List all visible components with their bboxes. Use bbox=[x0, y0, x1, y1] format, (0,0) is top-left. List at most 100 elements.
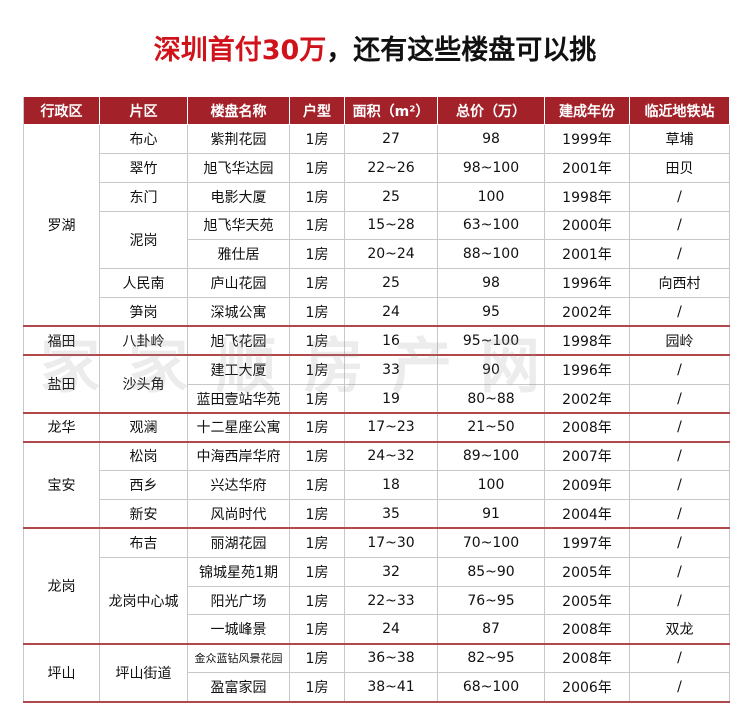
total-price: 95 bbox=[438, 298, 545, 327]
build-year: 1996年 bbox=[545, 355, 630, 385]
unit-type: 1房 bbox=[290, 355, 345, 385]
total-price: 100 bbox=[438, 471, 545, 501]
build-year: 2005年 bbox=[545, 557, 630, 587]
build-year: 2008年 bbox=[545, 644, 630, 674]
unit-type: 1房 bbox=[290, 182, 345, 212]
floor-area: 24 bbox=[345, 615, 438, 645]
district-name: 盐田 bbox=[23, 355, 100, 414]
unit-type: 1房 bbox=[290, 557, 345, 587]
floor-area: 33 bbox=[345, 355, 438, 385]
build-year: 2001年 bbox=[545, 240, 630, 270]
metro-station: 双龙 bbox=[630, 615, 730, 645]
district-separator bbox=[23, 325, 730, 328]
build-year: 1998年 bbox=[545, 326, 630, 356]
header-cell: 临近地铁站 bbox=[630, 97, 730, 125]
floor-area: 24~32 bbox=[345, 442, 438, 472]
header-cell: 片区 bbox=[100, 97, 188, 125]
metro-station: 草埔 bbox=[630, 125, 730, 154]
build-year: 2005年 bbox=[545, 586, 630, 616]
total-price: 85~90 bbox=[438, 557, 545, 587]
area-name: 龙岗中心城 bbox=[100, 557, 188, 645]
unit-type: 1房 bbox=[290, 673, 345, 702]
floor-area: 27 bbox=[345, 125, 438, 154]
floor-area: 16 bbox=[345, 326, 438, 356]
metro-station: / bbox=[630, 182, 730, 212]
area-name: 布吉 bbox=[100, 528, 188, 558]
build-year: 2002年 bbox=[545, 298, 630, 327]
floor-area: 17~30 bbox=[345, 528, 438, 558]
estate-name: 紫荆花园 bbox=[188, 125, 290, 154]
unit-type: 1房 bbox=[290, 644, 345, 674]
metro-station: / bbox=[630, 211, 730, 241]
title-rest: ，还有这些楼盘可以挑 bbox=[326, 35, 597, 66]
build-year: 2009年 bbox=[545, 471, 630, 501]
total-price: 98 bbox=[438, 269, 545, 299]
unit-type: 1房 bbox=[290, 586, 345, 616]
floor-area: 24 bbox=[345, 298, 438, 327]
district-name: 宝安 bbox=[23, 442, 100, 529]
metro-station: / bbox=[630, 471, 730, 501]
build-year: 2000年 bbox=[545, 211, 630, 241]
district-separator bbox=[23, 700, 730, 703]
total-price: 76~95 bbox=[438, 586, 545, 616]
metro-station: / bbox=[630, 384, 730, 414]
total-price: 89~100 bbox=[438, 442, 545, 472]
total-price: 98~100 bbox=[438, 153, 545, 183]
unit-type: 1房 bbox=[290, 326, 345, 356]
build-year: 2001年 bbox=[545, 153, 630, 183]
header-cell: 面积（m²） bbox=[345, 97, 438, 125]
estate-name: 丽湖花园 bbox=[188, 528, 290, 558]
metro-station: 田贝 bbox=[630, 153, 730, 183]
unit-type: 1房 bbox=[290, 471, 345, 501]
area-name: 布心 bbox=[100, 125, 188, 154]
header-cell: 楼盘名称 bbox=[188, 97, 290, 125]
district-separator bbox=[23, 440, 730, 443]
area-name: 东门 bbox=[100, 182, 188, 212]
header-cell: 行政区 bbox=[23, 97, 100, 125]
floor-area: 36~38 bbox=[345, 644, 438, 674]
unit-type: 1房 bbox=[290, 615, 345, 645]
estate-name: 十二星座公寓 bbox=[188, 413, 290, 443]
floor-area: 20~24 bbox=[345, 240, 438, 270]
metro-station: 园岭 bbox=[630, 326, 730, 356]
build-year: 2008年 bbox=[545, 413, 630, 443]
build-year: 1999年 bbox=[545, 125, 630, 154]
total-price: 82~95 bbox=[438, 644, 545, 674]
floor-area: 32 bbox=[345, 557, 438, 587]
district-name: 龙华 bbox=[23, 413, 100, 443]
metro-station: / bbox=[630, 500, 730, 529]
total-price: 90 bbox=[438, 355, 545, 385]
district-separator bbox=[23, 412, 730, 414]
total-price: 87 bbox=[438, 615, 545, 645]
estate-name: 盈富家园 bbox=[188, 673, 290, 702]
unit-type: 1房 bbox=[290, 240, 345, 270]
title: 深圳首付30万，还有这些楼盘可以挑 bbox=[0, 28, 750, 67]
unit-type: 1房 bbox=[290, 442, 345, 472]
metro-station: / bbox=[630, 586, 730, 616]
district-name: 坪山 bbox=[23, 644, 100, 702]
estate-name: 电影大厦 bbox=[188, 182, 290, 212]
area-name: 人民南 bbox=[100, 269, 188, 299]
total-price: 98 bbox=[438, 125, 545, 154]
total-price: 21~50 bbox=[438, 413, 545, 443]
unit-type: 1房 bbox=[290, 528, 345, 558]
unit-type: 1房 bbox=[290, 413, 345, 443]
floor-area: 18 bbox=[345, 471, 438, 501]
total-price: 63~100 bbox=[438, 211, 545, 241]
build-year: 2004年 bbox=[545, 500, 630, 529]
unit-type: 1房 bbox=[290, 153, 345, 183]
area-name: 松岗 bbox=[100, 442, 188, 472]
metro-station: 向西村 bbox=[630, 269, 730, 299]
metro-station: / bbox=[630, 673, 730, 702]
area-name: 笋岗 bbox=[100, 298, 188, 327]
district-name: 龙岗 bbox=[23, 528, 100, 645]
estate-name: 庐山花园 bbox=[188, 269, 290, 299]
unit-type: 1房 bbox=[290, 125, 345, 154]
total-price: 80~88 bbox=[438, 384, 545, 414]
floor-area: 35 bbox=[345, 500, 438, 529]
build-year: 1996年 bbox=[545, 269, 630, 299]
build-year: 2007年 bbox=[545, 442, 630, 472]
total-price: 70~100 bbox=[438, 528, 545, 558]
area-name: 沙头角 bbox=[100, 355, 188, 414]
area-name: 观澜 bbox=[100, 413, 188, 443]
